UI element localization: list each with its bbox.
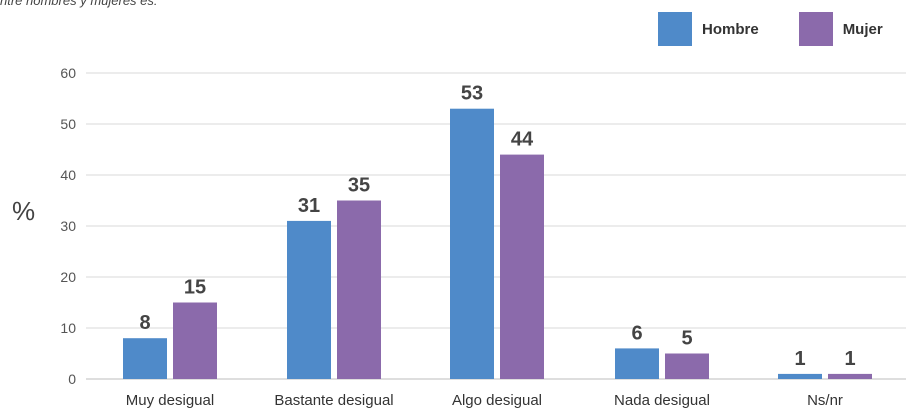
data-label: 15 — [184, 277, 206, 299]
data-label: 31 — [298, 195, 320, 217]
y-tick-label: 60 — [60, 65, 76, 81]
x-tick-label: Muy desigual — [126, 392, 214, 409]
legend-item-hombre: Hombre — [658, 12, 759, 46]
y-tick-label: 0 — [68, 371, 76, 387]
bar-hombre-1 — [287, 220, 331, 379]
data-label: 5 — [681, 328, 692, 350]
y-tick-label: 50 — [60, 116, 76, 132]
bar-hombre-2 — [450, 108, 494, 379]
bar-hombre-0 — [123, 338, 167, 379]
bar-mujer-2 — [500, 154, 544, 379]
x-tick-label: Algo desigual — [452, 392, 542, 409]
bar-mujer-4 — [828, 373, 872, 379]
x-tick-label: Nada desigual — [614, 392, 710, 409]
legend-swatch-hombre — [658, 12, 692, 46]
y-tick-label: 20 — [60, 269, 76, 285]
bar-mujer-1 — [337, 200, 381, 379]
data-label: 1 — [844, 348, 855, 370]
legend-item-mujer: Mujer — [798, 12, 883, 46]
bar-mujer-3 — [665, 353, 709, 379]
legend-swatch-mujer — [798, 12, 833, 46]
data-label: 53 — [461, 83, 483, 105]
bar-mujer-0 — [173, 302, 217, 379]
y-tick-label: 30 — [60, 218, 76, 234]
bar-hombre-3 — [615, 348, 659, 379]
legend-label-mujer: Mujer — [842, 20, 883, 38]
data-label: 44 — [511, 129, 534, 151]
x-tick-label: Ns/nr — [807, 392, 843, 409]
chart-question-text: ntre hombres y mujeres es: — [0, 0, 158, 8]
bar-hombre-4 — [778, 373, 822, 379]
data-label: 1 — [794, 348, 805, 370]
data-label: 6 — [631, 322, 642, 344]
data-label: 8 — [139, 312, 150, 334]
x-tick-label: Bastante desigual — [274, 392, 393, 409]
y-axis-label: % — [12, 196, 36, 226]
chart-legend: Hombre Mujer — [658, 12, 883, 46]
data-label: 35 — [348, 175, 370, 197]
y-tick-label: 10 — [60, 320, 76, 336]
legend-label-hombre: Hombre — [702, 20, 759, 38]
y-tick-label: 40 — [60, 167, 76, 183]
